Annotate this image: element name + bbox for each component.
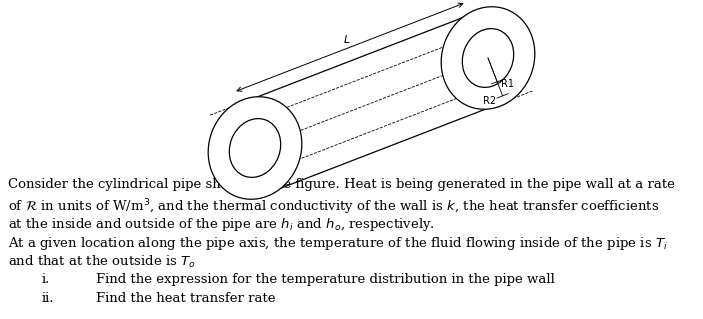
Text: At a given location along the pipe axis, the temperature of the fluid flowing in: At a given location along the pipe axis,… — [8, 235, 668, 252]
Text: Find the expression for the temperature distribution in the pipe wall: Find the expression for the temperature … — [96, 273, 555, 286]
Text: R2: R2 — [483, 96, 496, 106]
Text: at the inside and outside of the pipe are $\mathbf{\mathit{h}}_\mathbf{\mathit{i: at the inside and outside of the pipe ar… — [8, 216, 435, 233]
Text: R1: R1 — [501, 79, 514, 89]
Ellipse shape — [463, 29, 514, 87]
Ellipse shape — [229, 119, 280, 177]
Ellipse shape — [441, 7, 535, 109]
Text: and that at the outside is $\mathbf{\mathit{T}}_\mathbf{\mathit{o}}$: and that at the outside is $\mathbf{\mat… — [8, 254, 196, 270]
Text: Find the heat transfer rate: Find the heat transfer rate — [96, 292, 276, 305]
Text: of $\mathcal{R}$ in units of W/m$^3$, and the thermal conductivity of the wall i: of $\mathcal{R}$ in units of W/m$^3$, an… — [8, 197, 659, 217]
Ellipse shape — [208, 97, 302, 199]
Text: ii.: ii. — [42, 292, 55, 305]
Text: Consider the cylindrical pipe shown in the figure. Heat is being generated in th: Consider the cylindrical pipe shown in t… — [8, 178, 675, 191]
Text: i.: i. — [42, 273, 51, 286]
Text: L: L — [344, 35, 350, 45]
